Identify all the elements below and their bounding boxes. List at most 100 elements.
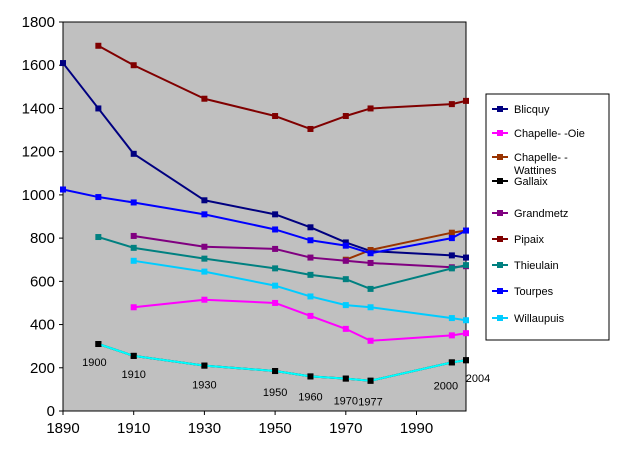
data-point xyxy=(130,62,137,69)
data-point xyxy=(272,368,279,375)
data-point xyxy=(463,254,469,261)
data-point xyxy=(342,239,349,246)
data-point xyxy=(307,254,314,261)
series-willaupuis xyxy=(130,257,469,324)
data-point xyxy=(448,101,455,108)
data-point xyxy=(201,211,208,218)
legend-label: Chapelle- -Wattines xyxy=(514,152,568,177)
data-point xyxy=(272,245,279,252)
legend-swatch-marker xyxy=(497,236,503,242)
x-axis: 1890 1910 1930 1950 1970 1990 xyxy=(46,411,433,437)
data-point xyxy=(272,211,279,218)
data-point xyxy=(367,259,374,266)
y-tick-label: 0 xyxy=(47,403,55,420)
data-point xyxy=(201,255,208,262)
data-point xyxy=(342,242,349,249)
legend-label-line: Chapelle- - xyxy=(514,152,568,164)
data-point xyxy=(448,229,455,236)
legend-label: Willaupuis xyxy=(514,313,565,325)
data-point xyxy=(367,377,374,384)
data-point xyxy=(342,257,349,264)
legend-item: Tourpes xyxy=(492,286,554,298)
legend-label: Tourpes xyxy=(514,286,554,298)
series-thieulain xyxy=(95,234,469,292)
legend-label: Blicquy xyxy=(514,104,550,116)
data-point xyxy=(342,325,349,332)
legend-item: Chapelle- -Oie xyxy=(492,128,585,140)
annotation-label: 1950 xyxy=(263,387,287,399)
legend-swatch-marker xyxy=(497,315,503,321)
series-layer xyxy=(60,42,469,384)
y-tick-label: 600 xyxy=(30,273,55,290)
data-point xyxy=(342,375,349,382)
data-point xyxy=(272,113,279,120)
series-line xyxy=(62,62,467,259)
data-point xyxy=(130,199,137,206)
data-point xyxy=(130,244,137,251)
x-tick-label: 1950 xyxy=(258,420,291,437)
legend-label: Thieulain xyxy=(514,260,559,272)
plot-area xyxy=(62,21,467,412)
data-point xyxy=(95,341,102,348)
data-point xyxy=(60,60,66,67)
legend-item: Willaupuis xyxy=(492,313,565,325)
data-point xyxy=(201,268,208,275)
data-point xyxy=(272,265,279,272)
legend-swatch-marker xyxy=(497,210,503,216)
data-point xyxy=(307,237,314,244)
data-point xyxy=(367,250,374,257)
data-point xyxy=(463,357,469,364)
data-point xyxy=(307,312,314,319)
data-point xyxy=(130,232,137,239)
y-tick-label: 400 xyxy=(30,317,55,334)
legend-swatch-marker xyxy=(497,106,503,112)
legend-item: Grandmetz xyxy=(492,208,568,220)
data-point xyxy=(201,362,208,369)
annotation-label: 1960 xyxy=(298,391,322,403)
x-tick-label: 1990 xyxy=(400,420,433,437)
annotation-label: 1910 xyxy=(121,369,145,381)
legend-label: Grandmetz xyxy=(514,208,568,220)
legend-label-line: Wattines xyxy=(514,165,557,177)
data-point xyxy=(448,235,455,242)
y-tick-label: 800 xyxy=(30,230,55,247)
annotation-label: 2004 xyxy=(466,373,490,385)
series-line xyxy=(133,259,467,322)
data-point xyxy=(272,282,279,289)
data-point xyxy=(463,262,469,269)
series-line xyxy=(133,298,467,342)
legend-item: Gallaix xyxy=(492,176,548,188)
data-point xyxy=(367,304,374,311)
legend-label: Gallaix xyxy=(514,176,548,188)
data-point xyxy=(448,332,455,339)
data-point xyxy=(367,337,374,344)
legend-swatch-marker xyxy=(497,178,503,184)
y-tick-label: 1600 xyxy=(22,57,55,74)
data-point xyxy=(272,299,279,306)
legend-label: Chapelle- -Oie xyxy=(514,128,585,140)
data-point xyxy=(201,296,208,303)
data-point xyxy=(95,194,102,201)
x-tick-label: 1910 xyxy=(117,420,150,437)
series-tourpes xyxy=(60,186,469,257)
y-tick-label: 1800 xyxy=(22,14,55,31)
x-tick-label: 1890 xyxy=(46,420,79,437)
data-point xyxy=(95,234,102,241)
data-point xyxy=(367,246,374,253)
series-line xyxy=(62,188,467,255)
data-point xyxy=(201,197,208,204)
series-line xyxy=(345,229,467,261)
annotation-label: 2000 xyxy=(434,380,458,392)
series-gallaix-markers xyxy=(95,341,469,384)
legend: Blicquy Chapelle- -Oie Chapelle- -Wattines… xyxy=(485,93,610,341)
legend-swatch-marker xyxy=(497,288,503,294)
x-tick-label: 1970 xyxy=(329,420,362,437)
data-point xyxy=(463,330,469,337)
data-point xyxy=(307,293,314,300)
data-point xyxy=(448,315,455,322)
y-axis: 0 200 400 600 800 1000 1200 1400 1600 1800 xyxy=(22,14,63,420)
series-chapelle-oie xyxy=(130,296,469,344)
annotation-label: 1970 xyxy=(334,396,358,408)
